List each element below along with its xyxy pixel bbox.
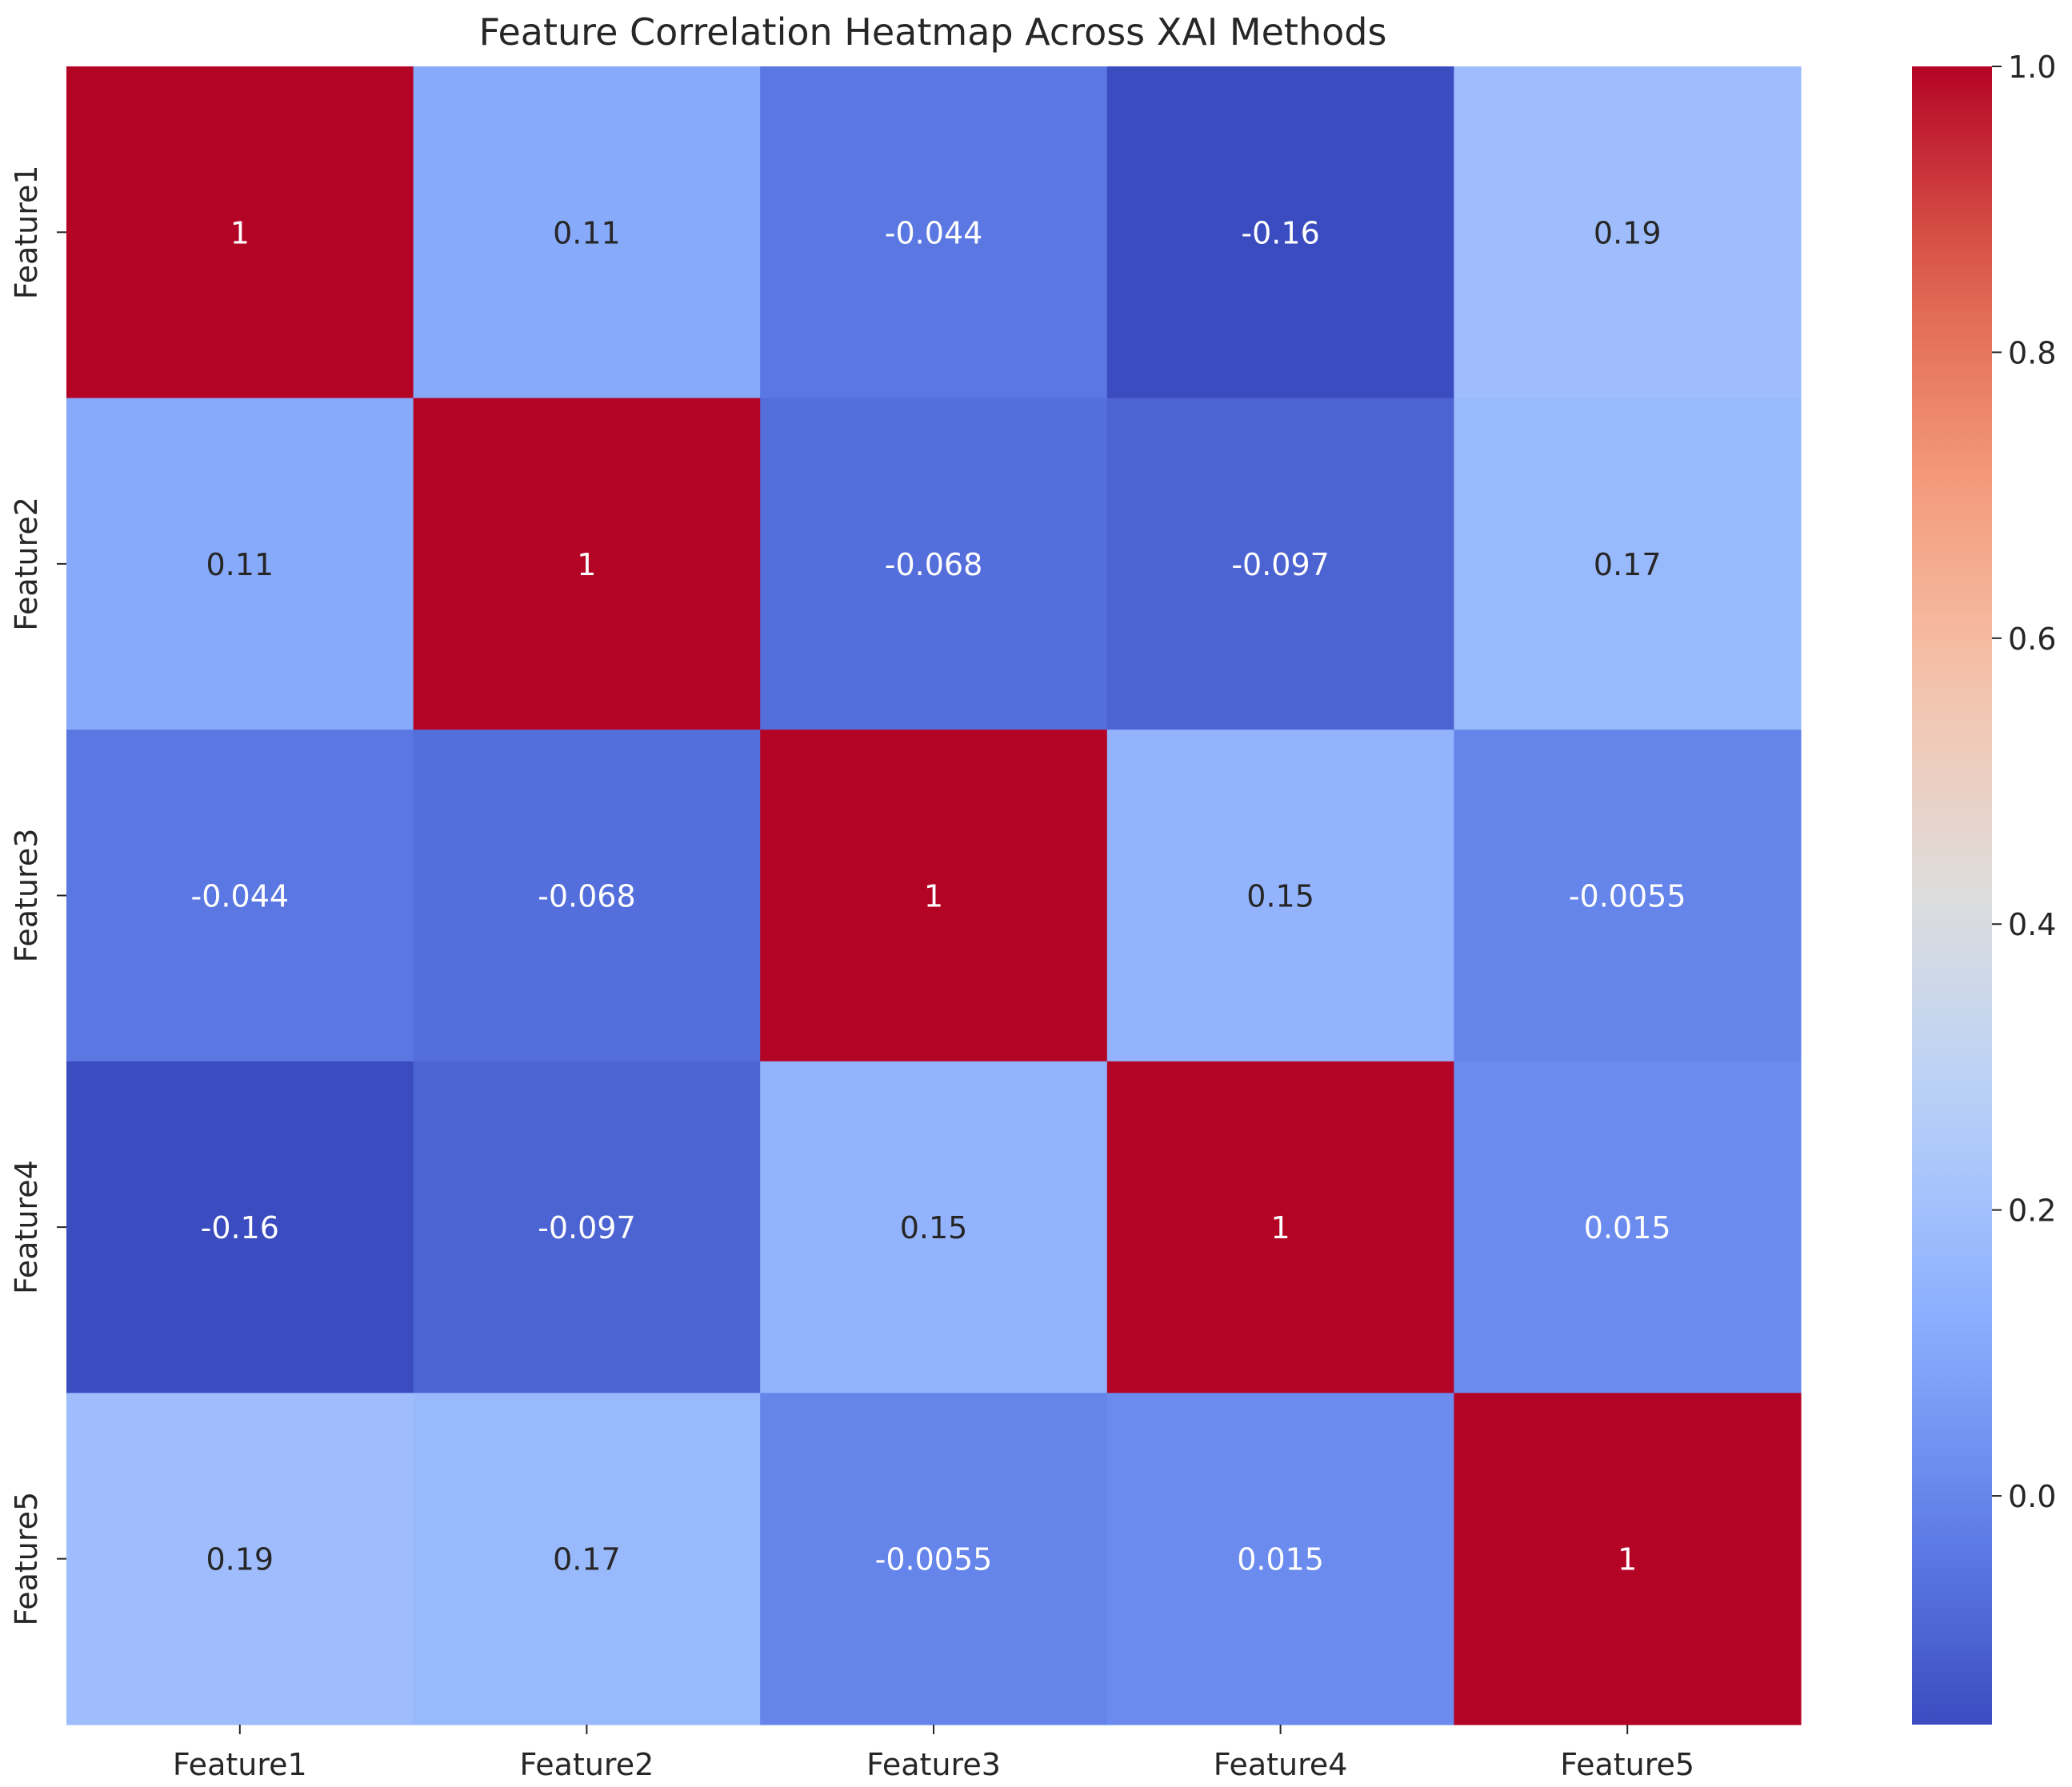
cell-value-label: -0.0055 bbox=[875, 1542, 993, 1577]
heatmap-cell-feature1-feature5 bbox=[1454, 66, 1802, 399]
cell-value-label: 1 bbox=[924, 879, 943, 914]
heatmap-cell-feature1-feature2 bbox=[413, 66, 761, 399]
x-tick-label: Feature4 bbox=[1214, 1747, 1348, 1782]
cell-value-label: 1 bbox=[1618, 1542, 1637, 1577]
cell-value-label: -0.16 bbox=[201, 1210, 279, 1245]
cell-value-label: -0.097 bbox=[538, 1210, 636, 1245]
heatmap-cell-feature2-feature3 bbox=[760, 398, 1108, 730]
heatmap-cell-feature5-feature5 bbox=[1454, 1393, 1802, 1725]
cell-value-label: -0.044 bbox=[885, 215, 983, 250]
cell-value-label: 0.15 bbox=[900, 1210, 968, 1245]
heatmap-cell-feature3-feature2 bbox=[413, 730, 761, 1062]
cell-value-label: -0.097 bbox=[1231, 547, 1330, 582]
x-tick-label: Feature5 bbox=[1560, 1747, 1694, 1782]
heatmap-cell-feature2-feature4 bbox=[1106, 398, 1454, 730]
cell-value-label: 1 bbox=[230, 215, 250, 250]
heatmap-cells: 1 0.11 -0.044 -0.16 0.19 0.11 1 -0.068 -0.097 0.1… bbox=[66, 66, 1802, 1725]
cell-value-label: -0.044 bbox=[191, 879, 290, 914]
heatmap-cell-feature2-feature1 bbox=[66, 398, 414, 730]
colorbar-tick-label: 1.0 bbox=[2008, 50, 2056, 85]
x-tick-label: Feature3 bbox=[866, 1747, 1001, 1782]
x-tick-label: Feature2 bbox=[520, 1747, 654, 1782]
heatmap-cell-feature2-feature5 bbox=[1454, 398, 1802, 730]
heatmap-cell-feature4-feature4 bbox=[1106, 1061, 1454, 1393]
heatmap-cell-feature3-feature3 bbox=[760, 730, 1108, 1062]
chart-title: Feature Correlation Heatmap Across XAI M… bbox=[479, 10, 1387, 54]
y-tick-label: Feature3 bbox=[9, 829, 44, 963]
colorbar-tick-label: 0.2 bbox=[2008, 1193, 2056, 1229]
colorbar-gradient bbox=[1912, 66, 1992, 1725]
cell-value-label: -0.068 bbox=[538, 879, 636, 914]
heatmap-cell-feature1-feature4 bbox=[1106, 66, 1454, 399]
x-tick-label: Feature1 bbox=[173, 1747, 307, 1782]
cell-value-label: 0.15 bbox=[1246, 879, 1314, 914]
cell-value-label: -0.068 bbox=[885, 547, 983, 582]
heatmap-cell-feature3-feature1 bbox=[66, 730, 414, 1062]
y-tick-label: Feature4 bbox=[9, 1160, 44, 1294]
cell-value-label: 0.11 bbox=[553, 215, 621, 250]
y-tick-label: Feature1 bbox=[9, 165, 44, 299]
colorbar-tick-label: 0.6 bbox=[2008, 622, 2056, 657]
cell-value-label: 1 bbox=[577, 547, 596, 582]
cell-value-label: -0.16 bbox=[1241, 215, 1319, 250]
colorbar-tick-label: 0.0 bbox=[2008, 1479, 2056, 1514]
cell-value-label: 0.19 bbox=[206, 1542, 274, 1577]
heatmap-cell-feature3-feature4 bbox=[1106, 730, 1454, 1062]
cell-value-label: 0.19 bbox=[1594, 215, 1662, 250]
y-tick-label: Feature2 bbox=[9, 497, 44, 631]
colorbar: 0.0 0.2 0.4 0.6 0.8 1.0 bbox=[1912, 50, 2056, 1725]
cell-value-label: 0.17 bbox=[553, 1542, 621, 1577]
cell-value-label: 0.17 bbox=[1594, 547, 1662, 582]
x-axis-ticks: Feature1 Feature2 Feature3 Feature4 Feature5 bbox=[173, 1725, 1694, 1782]
colorbar-tick-label: 0.4 bbox=[2008, 907, 2056, 942]
heatmap-cell-feature5-feature4 bbox=[1106, 1393, 1454, 1725]
heatmap-cell-feature4-feature2 bbox=[413, 1061, 761, 1393]
heatmap-cell-feature4-feature1 bbox=[66, 1061, 414, 1393]
heatmap-cell-feature4-feature5 bbox=[1454, 1061, 1802, 1393]
cell-value-label: 0.11 bbox=[206, 547, 274, 582]
heatmap-cell-feature1-feature1 bbox=[66, 66, 414, 399]
heatmap-cell-feature4-feature3 bbox=[760, 1061, 1108, 1393]
colorbar-tick-label: 0.8 bbox=[2008, 335, 2056, 370]
cell-value-label: -0.0055 bbox=[1569, 879, 1686, 914]
heatmap-cell-feature3-feature5 bbox=[1454, 730, 1802, 1062]
cell-value-label: 0.015 bbox=[1237, 1542, 1324, 1577]
heatmap-cell-feature1-feature3 bbox=[760, 66, 1108, 399]
heatmap-cell-feature2-feature2 bbox=[413, 398, 761, 730]
heatmap-cell-feature5-feature2 bbox=[413, 1393, 761, 1725]
heatmap-cell-feature5-feature1 bbox=[66, 1393, 414, 1725]
cell-value-label: 0.015 bbox=[1584, 1210, 1671, 1245]
cell-value-label: 1 bbox=[1271, 1210, 1290, 1245]
heatmap-cell-feature5-feature3 bbox=[760, 1393, 1108, 1725]
y-tick-label: Feature5 bbox=[9, 1492, 44, 1626]
y-axis-ticks: Feature1 Feature2 Feature3 Feature4 Feature5 bbox=[9, 165, 66, 1626]
